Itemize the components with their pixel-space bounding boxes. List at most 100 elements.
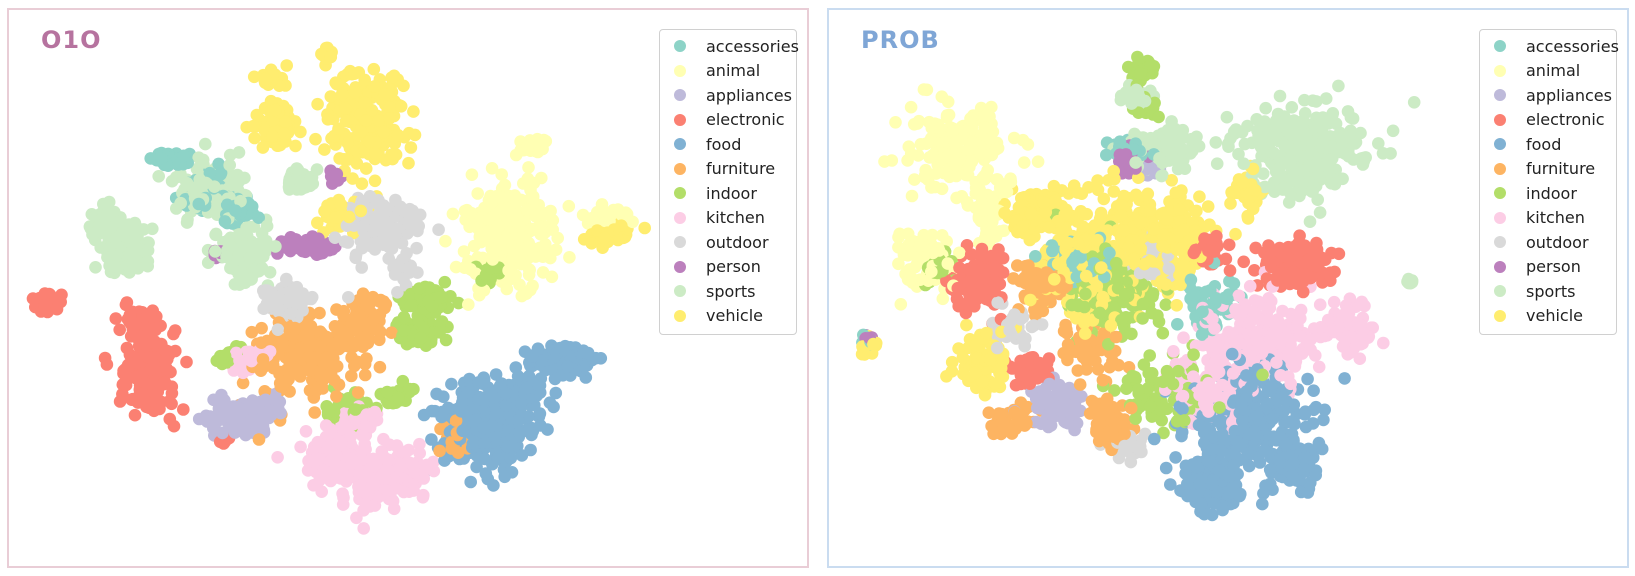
scatter-point-electronic (139, 377, 153, 390)
legend-marker (674, 211, 686, 224)
scatter-point-animal (510, 211, 524, 225)
scatter-point-food (511, 370, 525, 383)
scatter-point-accessories (212, 157, 225, 171)
scatter-point-animal (495, 168, 509, 181)
scatter-point-vehicle (359, 114, 373, 127)
scatter-point-food (581, 346, 595, 360)
scatter-point-vehicle (394, 100, 408, 113)
scatter-point-electronic (177, 403, 190, 416)
scatter-point-animal (1017, 156, 1031, 169)
scatter-point-food (470, 460, 483, 474)
scatter-point-indoor (349, 403, 362, 416)
scatter-point-sports (199, 176, 212, 190)
scatter-point-animal (539, 208, 552, 221)
scatter-point-electronic (119, 378, 133, 392)
scatter-point-vehicle (330, 77, 344, 91)
scatter-point-sports (283, 183, 296, 196)
scatter-point-furniture (351, 386, 365, 399)
scatter-point-kitchen (393, 461, 407, 475)
scatter-point-vehicle (1091, 183, 1105, 197)
scatter-point-indoor (423, 281, 436, 294)
scatter-point-kitchen (324, 422, 337, 436)
scatter-point-food (1263, 463, 1277, 477)
scatter-point-sports (224, 261, 237, 275)
scatter-point-food (468, 413, 482, 427)
scatter-point-vehicle (324, 90, 338, 103)
scatter-point-sports (303, 174, 317, 188)
scatter-point-furniture (449, 414, 463, 428)
legend-label: food (706, 134, 742, 154)
scatter-point-appliances (274, 406, 287, 420)
scatter-point-kitchen (378, 472, 392, 486)
scatter-point-furniture (345, 369, 358, 383)
legend-label: person (706, 257, 761, 277)
legend-item-vehicle: vehicle (660, 304, 796, 329)
scatter-point-animal (462, 298, 475, 311)
scatter-point-animal (522, 161, 535, 174)
scatter-point-food (561, 360, 574, 373)
scatter-point-sports (269, 240, 282, 253)
scatter-point-food (487, 391, 501, 405)
scatter-point-food (491, 451, 505, 464)
scatter-point-electronic (135, 330, 148, 344)
scatter-point-kitchen (337, 491, 350, 505)
scatter-point-sports (255, 262, 268, 276)
scatter-point-sports (209, 228, 222, 242)
scatter-point-electronic (165, 397, 178, 411)
scatter-point-sports (137, 223, 150, 236)
scatter-point-indoor (392, 391, 405, 405)
scatter-point-electronic (113, 323, 126, 337)
scatter-point-kitchen (420, 458, 434, 472)
scatter-point-animal (585, 212, 598, 225)
scatter-point-furniture (323, 368, 336, 382)
scatter-plot (855, 50, 1421, 522)
scatter-point-food (498, 470, 512, 484)
legend-item-indoor: indoor (660, 181, 796, 206)
scatter-point-animal (889, 116, 902, 129)
scatter-point-animal (490, 226, 504, 239)
legend-marker (674, 162, 686, 175)
legend-item-electronic: electronic (660, 108, 796, 133)
scatter-point-vehicle (957, 367, 970, 381)
legend-label: kitchen (706, 208, 765, 228)
scatter-point-furniture (308, 406, 322, 419)
panel-title: O1O (41, 26, 102, 54)
scatter-point-sports (1407, 96, 1421, 109)
scatter-point-kitchen (360, 408, 374, 421)
scatter-panel-prob: PROB accessories animal appliances electron… (827, 8, 1629, 568)
scatter-point-electronic (130, 356, 144, 369)
scatter-point-vehicle (391, 128, 405, 142)
scatter-point-kitchen (236, 366, 250, 380)
scatter-point-outdoor (1138, 427, 1152, 441)
scatter-point-furniture (348, 321, 362, 334)
scatter-point-animal (503, 203, 516, 216)
scatter-point-kitchen (367, 455, 380, 469)
scatter-point-animal (529, 210, 543, 223)
scatter-point-kitchen (380, 484, 394, 498)
scatter-point-sports (260, 219, 274, 233)
scatter-point-sports (228, 278, 242, 291)
scatter-point-animal (458, 204, 472, 218)
scatter-point-kitchen (407, 465, 421, 479)
scatter-point-sports (165, 174, 179, 188)
scatter-point-animal (508, 189, 522, 202)
scatter-point-outdoor (305, 290, 319, 304)
scatter-point-electronic (160, 362, 173, 375)
scatter-point-kitchen (402, 456, 416, 469)
scatter-point-electronic (109, 312, 123, 325)
scatter-point-vehicle (256, 141, 270, 154)
scatter-point-sports (127, 233, 141, 246)
scatter-point-animal (535, 171, 548, 185)
scatter-point-outdoor (355, 261, 369, 274)
scatter-point-kitchen (334, 436, 348, 450)
scatter-point-sports (122, 218, 136, 231)
scatter-point-vehicle (368, 80, 381, 93)
scatter-point-animal (525, 222, 538, 236)
scatter-point-vehicle (383, 101, 397, 114)
scatter-point-furniture (280, 374, 294, 388)
panel-title: PROB (861, 26, 940, 54)
scatter-point-food (1159, 461, 1173, 475)
scatter-point-outdoor (387, 234, 400, 248)
scatter-point-vehicle (334, 198, 348, 212)
scatter-point-vehicle (279, 115, 292, 129)
